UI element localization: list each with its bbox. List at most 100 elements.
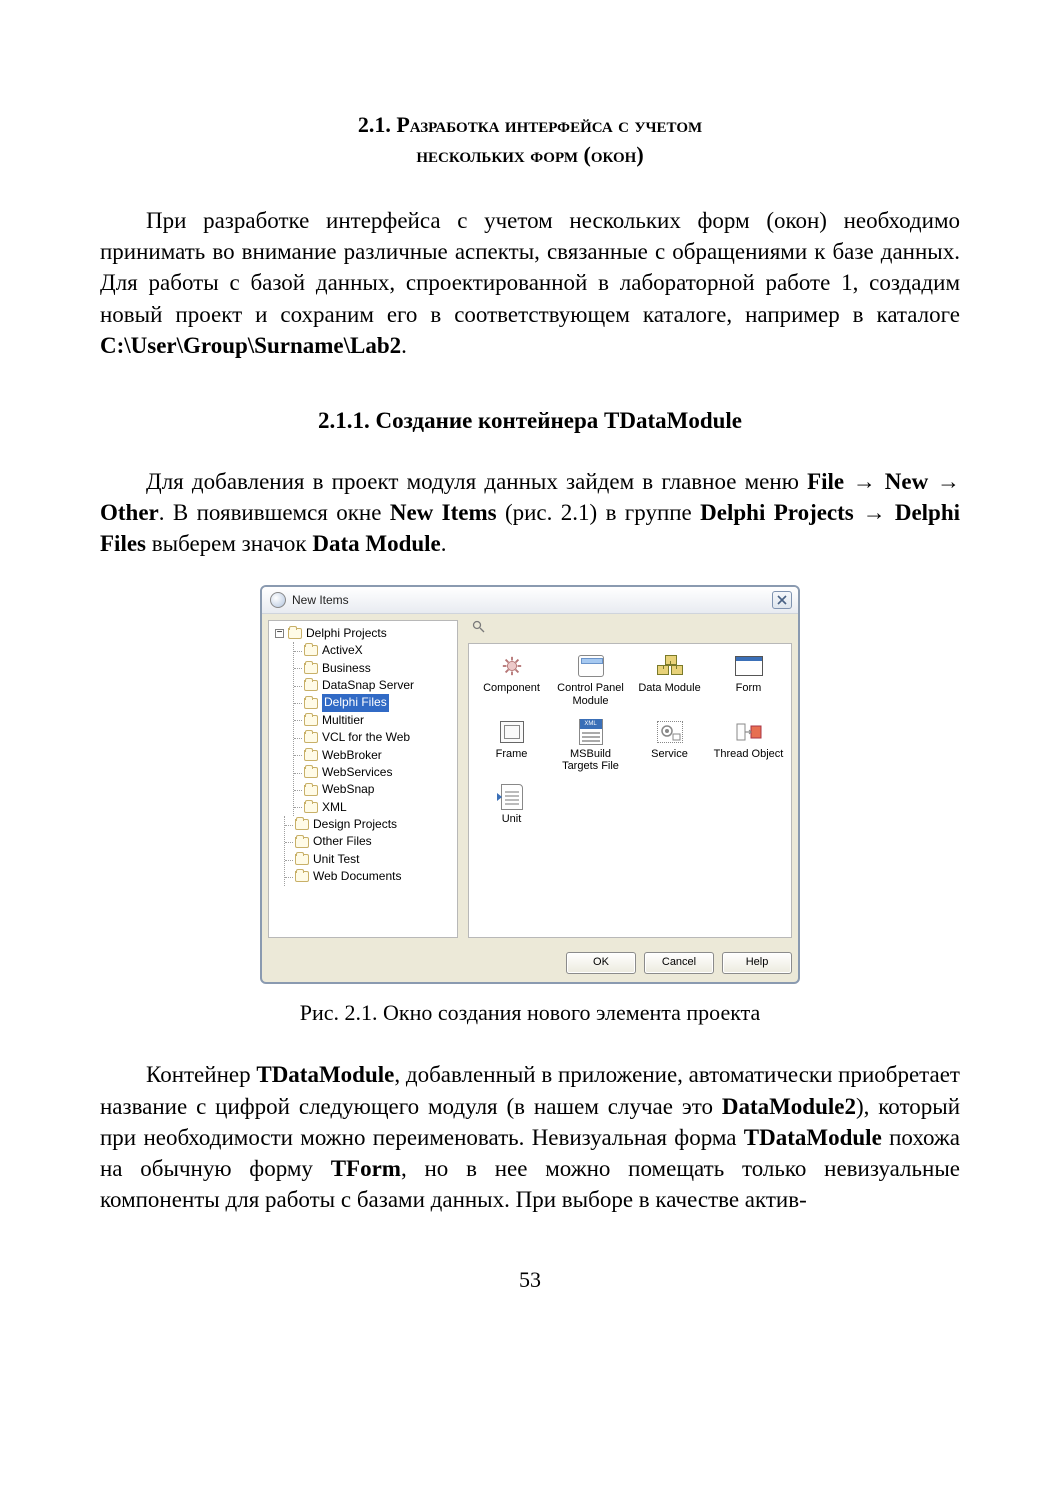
grid-item-icon xyxy=(497,652,527,680)
menu-new: New xyxy=(885,469,928,494)
folder-icon xyxy=(304,698,318,709)
window-title: New Items xyxy=(292,592,349,608)
para1-text: При разработке интерфейса с учетом неско… xyxy=(100,208,960,326)
grid-item-icon xyxy=(497,783,527,811)
tree-root-item[interactable]: − Delphi Projects xyxy=(275,625,455,642)
tree-child-label: Multitier xyxy=(322,712,364,729)
grid-item-form[interactable]: Form xyxy=(713,652,785,695)
para2-d: выберем значок xyxy=(146,531,312,556)
folder-icon xyxy=(288,628,302,639)
window-body: − Delphi Projects ActiveXBusinessDataSna… xyxy=(262,614,798,944)
collapse-icon[interactable]: − xyxy=(275,629,284,638)
grid-item-icon xyxy=(655,718,685,746)
paragraph-2: Для добавления в проект модуля данных за… xyxy=(100,466,960,559)
grid-item-label: Service xyxy=(651,748,688,761)
grid-item-control-panel-module[interactable]: Control PanelModule xyxy=(555,652,627,707)
tree-child-item[interactable]: XML xyxy=(304,799,455,816)
menu-file: File xyxy=(807,469,844,494)
tree-sibling-item[interactable]: Web Documents xyxy=(295,868,455,885)
tree-child-label: ActiveX xyxy=(322,642,363,659)
grid-item-icon xyxy=(576,652,606,680)
tree-sibling-item[interactable]: Other Files xyxy=(295,833,455,850)
grid-item-unit[interactable]: Unit xyxy=(476,783,548,826)
tree-child-item[interactable]: WebBroker xyxy=(304,747,455,764)
tree-child-item[interactable]: Multitier xyxy=(304,712,455,729)
grid-item-frame[interactable]: Frame xyxy=(476,718,548,761)
arrow-3: → xyxy=(854,499,895,525)
tree-sibling-label: Unit Test xyxy=(313,851,359,868)
folder-icon xyxy=(304,750,318,761)
help-button[interactable]: Help xyxy=(722,952,792,974)
tree-child-item[interactable]: VCL for the Web xyxy=(304,729,455,746)
figure-new-items: New Items − Delphi Projects ActiveXBusin… xyxy=(260,585,800,1028)
tree-sibling-label: Other Files xyxy=(313,833,372,850)
tdatamodule2-bold: TDataModule xyxy=(744,1125,882,1150)
para2-a: Для добавления в проект модуля данных за… xyxy=(146,469,807,494)
grid-item-label: Component xyxy=(483,682,540,695)
tree-sibling-label: Web Documents xyxy=(313,868,401,885)
tree-child-item[interactable]: DataSnap Server xyxy=(304,677,455,694)
folder-icon xyxy=(304,785,318,796)
button-row: OK Cancel Help xyxy=(262,944,798,982)
data-module-bold: Data Module xyxy=(312,531,440,556)
close-icon xyxy=(777,595,787,605)
delphi-projects-bold: Delphi Projects xyxy=(700,500,854,525)
cancel-button[interactable]: Cancel xyxy=(644,952,714,974)
datamodule2-bold: DataModule2 xyxy=(722,1094,856,1119)
grid-item-label: Unit xyxy=(502,813,522,826)
grid-item-msbuild-targets-file[interactable]: MSBuildTargets File xyxy=(555,718,627,773)
folder-icon xyxy=(295,871,309,882)
grid-item-component[interactable]: Component xyxy=(476,652,548,695)
grid-item-icon xyxy=(655,652,685,680)
subsection-title: 2.1.1. Создание контейнера TDataModule xyxy=(100,405,960,436)
tree-sibling-item[interactable]: Design Projects xyxy=(295,816,455,833)
grid-item-icon xyxy=(734,652,764,680)
path-bold: C:\User\Group\Surname\Lab2 xyxy=(100,333,401,358)
grid-item-icon xyxy=(734,718,764,746)
tree-panel[interactable]: − Delphi Projects ActiveXBusinessDataSna… xyxy=(268,620,458,938)
tree-child-label: Business xyxy=(322,660,371,677)
close-button[interactable] xyxy=(772,591,792,609)
grid-item-service[interactable]: Service xyxy=(634,718,706,761)
tree-child-label: DataSnap Server xyxy=(322,677,414,694)
folder-icon xyxy=(295,854,309,865)
tree-child-label: WebSnap xyxy=(322,781,374,798)
tree-child-item[interactable]: WebServices xyxy=(304,764,455,781)
right-panel: ComponentControl PanelModuleData ModuleF… xyxy=(468,620,792,938)
folder-icon xyxy=(304,645,318,656)
folder-icon xyxy=(295,819,309,830)
app-icon xyxy=(270,592,286,608)
para1-period: . xyxy=(401,333,407,358)
grid-item-thread-object[interactable]: Thread Object xyxy=(713,718,785,761)
folder-icon xyxy=(304,802,318,813)
tree-child-item[interactable]: Delphi Files xyxy=(304,694,455,711)
tree-child-item[interactable]: WebSnap xyxy=(304,781,455,798)
search-icon[interactable] xyxy=(472,621,485,636)
grid-item-label: Thread Object xyxy=(714,748,784,761)
folder-icon xyxy=(304,663,318,674)
folder-icon xyxy=(304,732,318,743)
arrow-1: → xyxy=(844,468,885,494)
grid-item-icon xyxy=(497,718,527,746)
cancel-label: Cancel xyxy=(662,955,696,970)
new-items-window: New Items − Delphi Projects ActiveXBusin… xyxy=(260,585,800,984)
tree-child-item[interactable]: ActiveX xyxy=(304,642,455,659)
tree-sibling-item[interactable]: Unit Test xyxy=(295,851,455,868)
arrow-2: → xyxy=(928,468,960,494)
section-title-line1: 2.1. Разработка интерфейса с учетом xyxy=(358,112,702,137)
tree-child-label: Delphi Files xyxy=(322,694,389,711)
paragraph-1: При разработке интерфейса с учетом неско… xyxy=(100,205,960,360)
ok-button[interactable]: OK xyxy=(566,952,636,974)
section-title: 2.1. Разработка интерфейса с учетом неск… xyxy=(100,110,960,169)
grid-item-data-module[interactable]: Data Module xyxy=(634,652,706,695)
grid-item-label: MSBuildTargets File xyxy=(562,748,619,773)
para3-a: Контейнер xyxy=(146,1062,256,1087)
folder-icon xyxy=(304,680,318,691)
tree-child-item[interactable]: Business xyxy=(304,660,455,677)
titlebar-left: New Items xyxy=(270,592,349,608)
tree-sibling-label: Design Projects xyxy=(313,816,397,833)
para2-b: . В появившемся окне xyxy=(159,500,390,525)
icon-grid-panel: ComponentControl PanelModuleData ModuleF… xyxy=(468,643,792,937)
search-row xyxy=(468,620,792,638)
help-label: Help xyxy=(746,955,769,970)
